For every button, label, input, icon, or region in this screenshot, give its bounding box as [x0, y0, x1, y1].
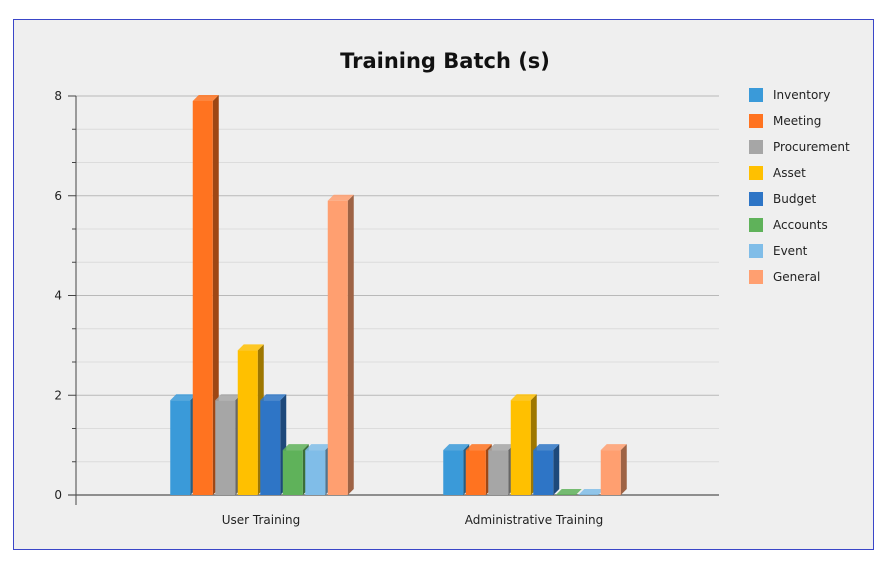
- bar-front: [192, 100, 213, 496]
- bar-side: [620, 444, 627, 495]
- bar-front: [600, 450, 621, 495]
- bar: [192, 94, 219, 496]
- bar-top: [488, 444, 515, 451]
- bar-top: [465, 444, 492, 451]
- bar-top: [170, 394, 197, 401]
- bar-front: [533, 450, 554, 495]
- bar: [170, 394, 197, 495]
- bar: [578, 489, 605, 495]
- legend-label: Meeting: [773, 114, 821, 128]
- bar: [282, 444, 309, 495]
- legend-swatch: [749, 218, 763, 232]
- bar-side: [212, 94, 219, 496]
- bar-front: [237, 350, 258, 495]
- y-tick-label: 0: [54, 488, 62, 502]
- legend-label: Procurement: [773, 140, 850, 154]
- legend-swatch: [749, 192, 763, 206]
- bar-top: [237, 344, 264, 351]
- legend-swatch: [749, 166, 763, 180]
- bar-top: [533, 444, 560, 451]
- bar-top: [600, 444, 627, 451]
- bar-front: [305, 450, 326, 495]
- bar: [488, 444, 515, 495]
- bar-front: [443, 450, 464, 495]
- bar: [600, 444, 627, 495]
- bar-chart: Training Batch (s) 0 2 4 6 8 User Training Ad…: [54, 49, 850, 527]
- legend-label: Inventory: [773, 88, 830, 102]
- x-tick-labels: User Training Administrative Training: [222, 513, 604, 527]
- bar-side: [553, 444, 560, 495]
- bar: [237, 344, 264, 495]
- bar-front: [488, 450, 509, 495]
- chart-title: Training Batch (s): [340, 49, 550, 73]
- legend-label: Event: [773, 244, 808, 258]
- legend-label: Accounts: [773, 218, 828, 232]
- legend-swatch: [749, 244, 763, 258]
- legend-swatch: [749, 114, 763, 128]
- y-tick-label: 8: [54, 89, 62, 103]
- bar-top: [192, 94, 219, 101]
- chart-frame: Training Batch (s) 0 2 4 6 8 User Training Ad…: [13, 19, 874, 550]
- bar-top: [260, 394, 287, 401]
- bar: [443, 444, 470, 495]
- axes: 0 2 4 6 8: [54, 89, 719, 505]
- legend-swatch: [749, 140, 763, 154]
- bar-top: [555, 489, 582, 495]
- x-tick-label: Administrative Training: [465, 513, 604, 527]
- bar-front: [215, 400, 236, 495]
- bar-top: [215, 394, 242, 401]
- bar: [510, 394, 537, 495]
- bar-front: [170, 400, 191, 495]
- bar: [215, 394, 242, 495]
- legend-label: Budget: [773, 192, 816, 206]
- bar-front: [282, 450, 303, 495]
- legend-label: General: [773, 270, 820, 284]
- bar-top: [282, 444, 309, 451]
- bar-front: [327, 200, 348, 496]
- bar-front: [465, 450, 486, 495]
- y-tick-label: 2: [54, 388, 62, 402]
- bar-top: [510, 394, 537, 401]
- bar-top: [578, 489, 605, 495]
- bar-front: [510, 400, 531, 495]
- bar: [305, 444, 332, 495]
- bar: [260, 394, 287, 495]
- legend: Inventory Meeting Procurement Asset Budget Ac…: [749, 88, 850, 284]
- bar-front: [260, 400, 281, 495]
- y-tick-label: 4: [54, 289, 62, 303]
- bars: [170, 94, 627, 496]
- bar-top: [305, 444, 332, 451]
- bar-top: [327, 194, 354, 201]
- legend-swatch: [749, 88, 763, 102]
- bar-side: [347, 194, 354, 496]
- bar: [533, 444, 560, 495]
- legend-label: Asset: [773, 166, 806, 180]
- legend-swatch: [749, 270, 763, 284]
- bar-top: [443, 444, 470, 451]
- bar: [327, 194, 354, 496]
- bar: [465, 444, 492, 495]
- y-tick-label: 6: [54, 189, 62, 203]
- x-tick-label: User Training: [222, 513, 301, 527]
- bar: [555, 489, 582, 495]
